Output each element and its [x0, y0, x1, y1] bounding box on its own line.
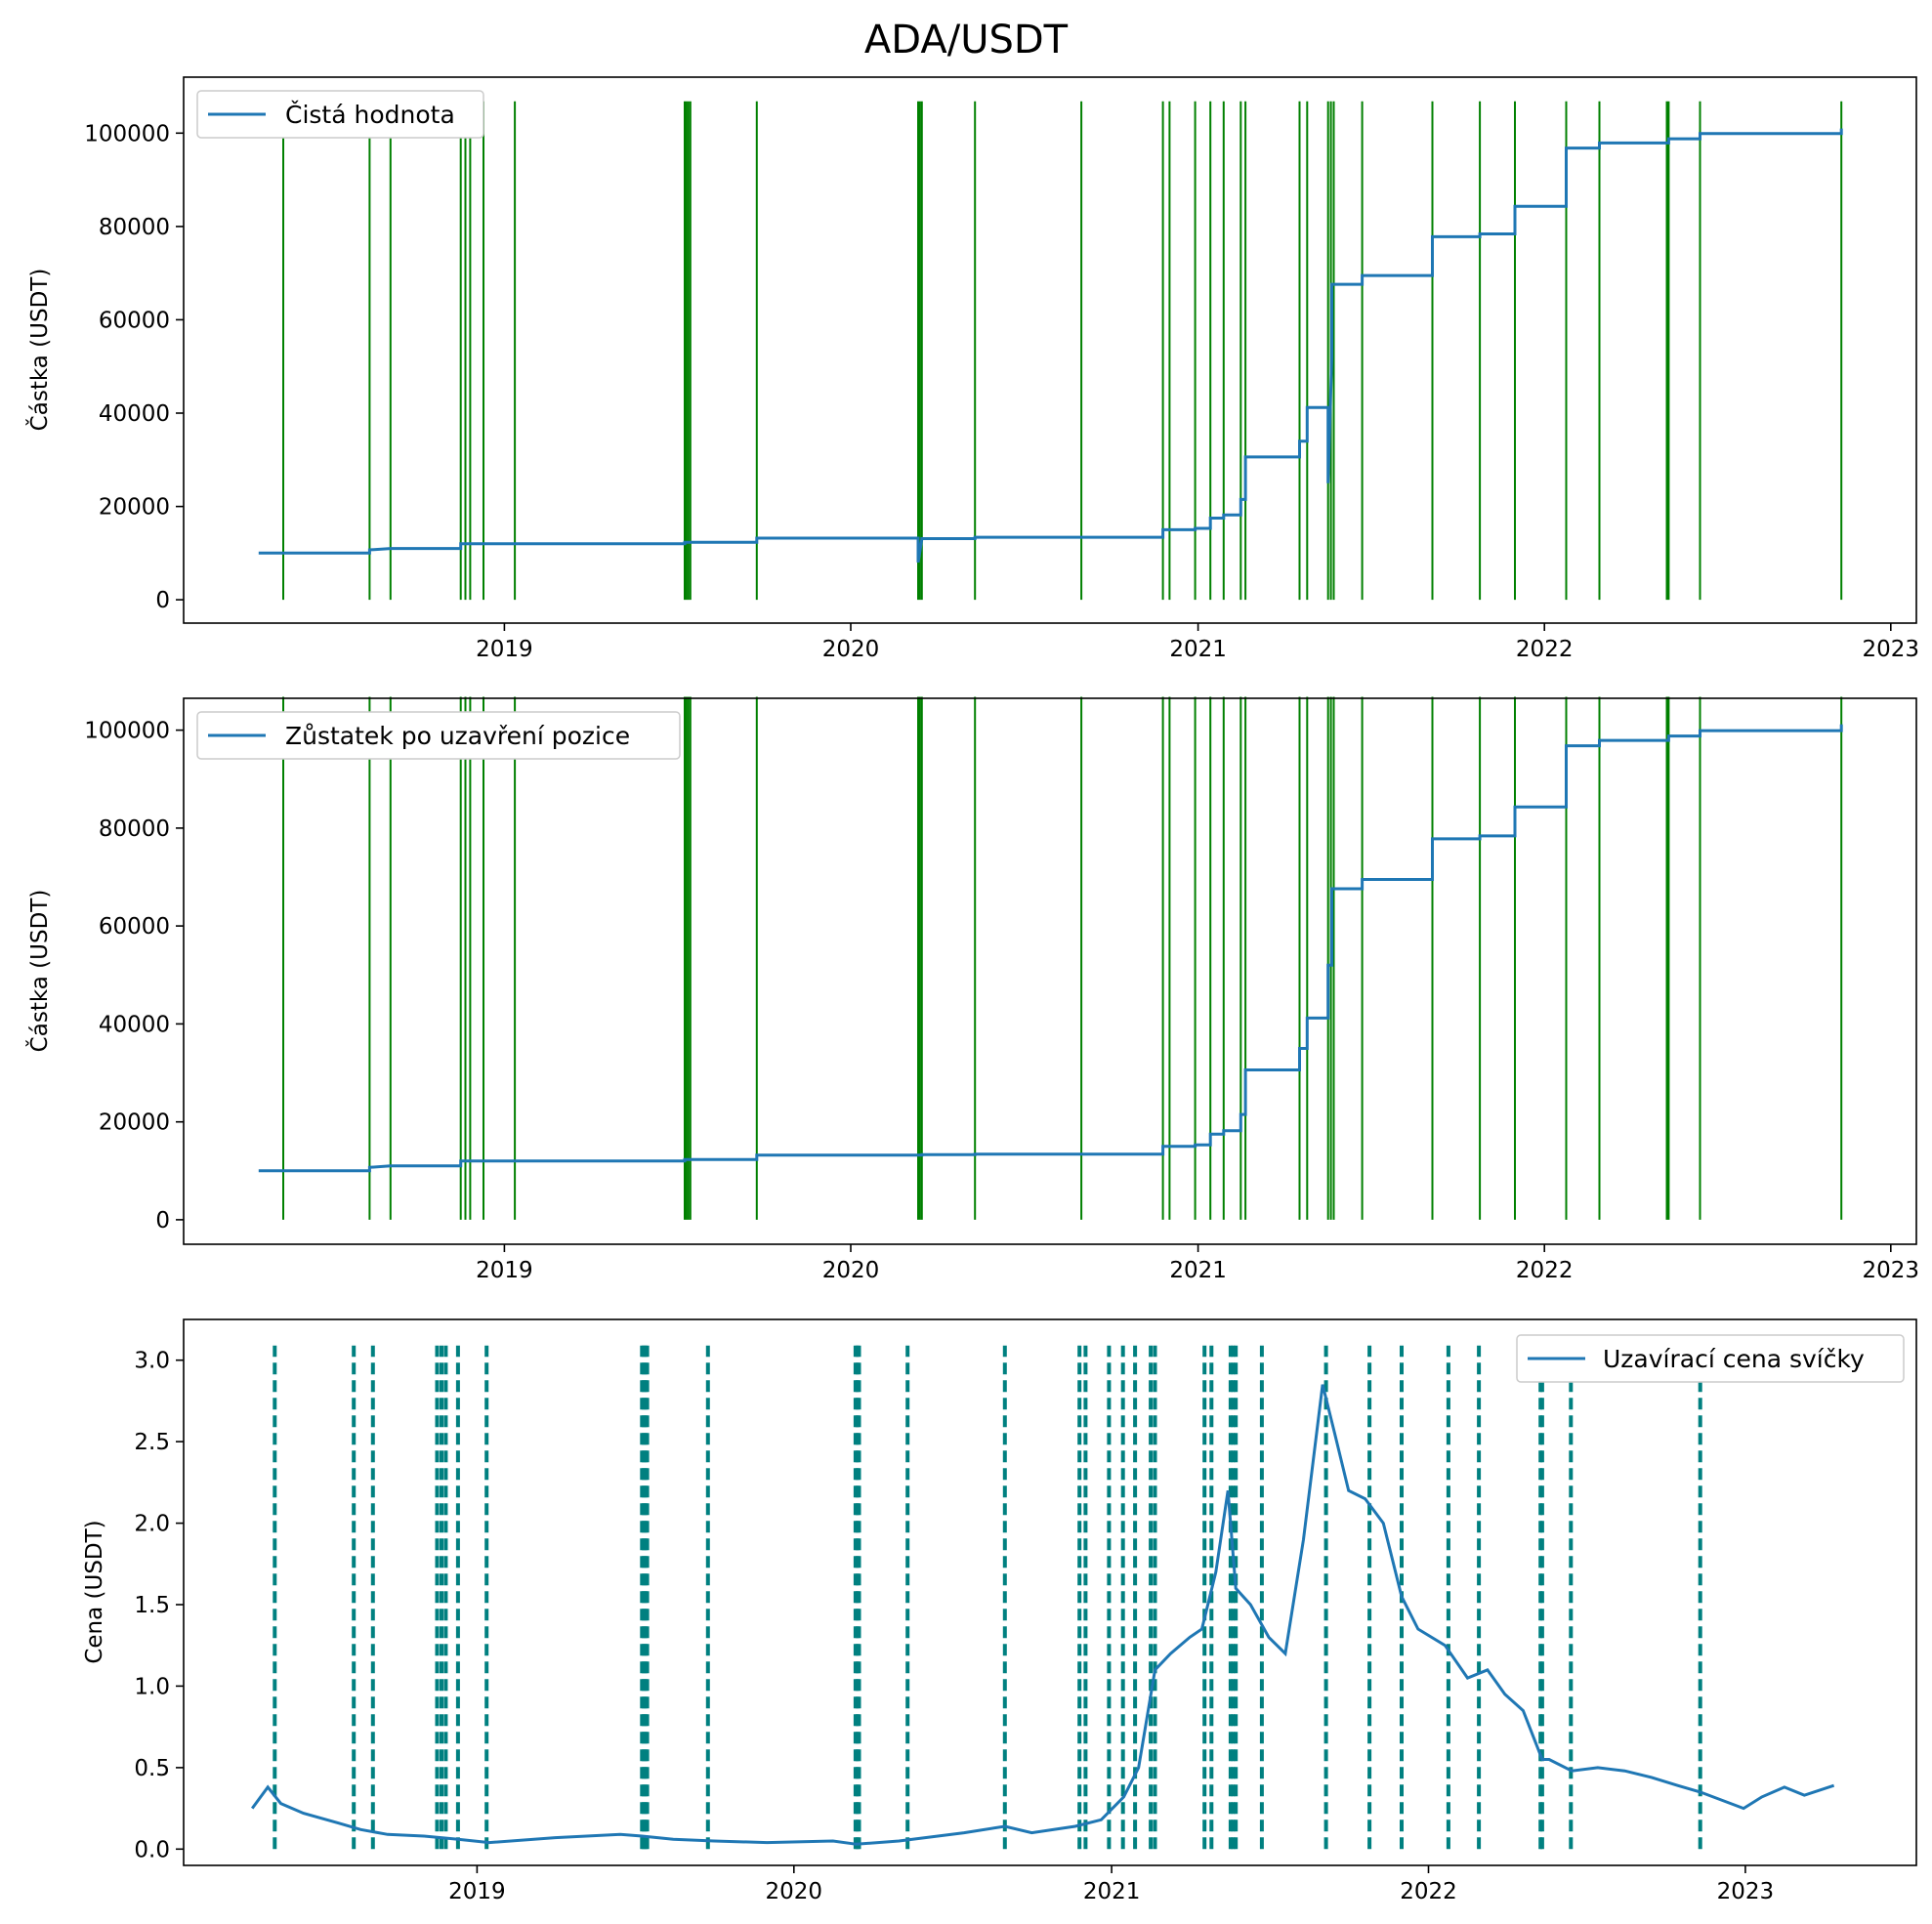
legend-net-value: Čistá hodnota: [196, 90, 484, 139]
y-ticks-close-price: 0.0 0.5 1.0 1.5 2.0 2.5 3.0: [134, 1349, 184, 1862]
x-ticks-close-price: 2019 2020 2021 2022 2023: [448, 1865, 1774, 1904]
y-tick-label: 2.5: [134, 1430, 170, 1455]
y-tick-label: 0.0: [134, 1837, 170, 1862]
y-tick-label: 20000: [99, 1110, 170, 1136]
y-tick-label: 60000: [99, 914, 170, 940]
y-tick-label: 20000: [99, 495, 170, 521]
x-tick-label: 2019: [448, 1879, 506, 1904]
legend-label-close-price: Uzavírací cena svíčky: [1603, 1345, 1865, 1373]
x-tick-label: 2022: [1516, 1258, 1574, 1283]
legend-close-price: Uzavírací cena svíčky: [1516, 1334, 1905, 1383]
y-axis-label-balance: Částka (USDT): [25, 890, 53, 1053]
legend-box-balance: [196, 711, 681, 760]
x-ticks-balance: 2019 2020 2021 2022 2023: [476, 1244, 1919, 1283]
y-tick-label: 80000: [99, 215, 170, 240]
y-tick-label: 100000: [84, 121, 170, 146]
x-tick-label: 2023: [1717, 1879, 1775, 1904]
y-tick-label: 1.0: [134, 1674, 170, 1699]
x-tick-label: 2020: [822, 637, 880, 662]
x-tick-label: 2019: [476, 1258, 533, 1283]
legend-label-balance: Zůstatek po uzavření pozice: [285, 722, 630, 750]
x-tick-label: 2021: [1083, 1879, 1141, 1904]
figure-title: ADA/USDT: [864, 18, 1069, 63]
trade-markers-net-value: [282, 101, 1843, 601]
x-tick-label: 2020: [766, 1879, 823, 1904]
legend-label-net-value: Čistá hodnota: [285, 100, 455, 129]
y-tick-label: 3.0: [134, 1349, 170, 1374]
y-tick-label: 60000: [99, 308, 170, 333]
axes-frame-close-price: [183, 1318, 1917, 1866]
y-axis-label-close-price: Cena (USDT): [82, 1520, 107, 1663]
x-tick-label: 2022: [1400, 1879, 1457, 1904]
y-tick-label: 40000: [99, 1012, 170, 1037]
panel-close-price: 0.00.51.01.52.02.53.0 2019 2020 2021 2022 20…: [82, 1318, 1917, 1904]
x-tick-label: 2023: [1863, 1258, 1920, 1283]
panel-balance: 0 20000 40000 60000 80000 100000 2019 2020 2021…: [25, 696, 1919, 1283]
y-ticks-net-value: 0 20000 40000 60000 80000 100000: [84, 121, 184, 613]
y-tick-label: 100000: [84, 719, 170, 744]
x-tick-label: 2023: [1863, 637, 1920, 662]
series-line-balance: [258, 724, 1843, 1173]
x-tick-label: 2021: [1169, 637, 1227, 662]
y-tick-label: 0: [155, 1208, 170, 1234]
series-line-close-price: [250, 1384, 1835, 1846]
y-tick-label: 40000: [99, 401, 170, 427]
panel-net-value: 0 20000 40000 60000 80000 100000 2019 2020 2021…: [25, 76, 1919, 662]
series-line-net-value: [258, 128, 1843, 564]
x-tick-label: 2019: [476, 637, 533, 662]
y-tick-label: 80000: [99, 816, 170, 842]
y-tick-label: 2.0: [134, 1512, 170, 1537]
y-axis-label-net-value: Částka (USDT): [25, 269, 53, 432]
legend-balance: Zůstatek po uzavření pozice: [196, 711, 681, 760]
x-tick-label: 2020: [822, 1258, 880, 1283]
y-tick-label: 0: [155, 588, 170, 613]
y-tick-label: 1.5: [134, 1593, 170, 1618]
legend-box-net-value: [196, 90, 484, 139]
legend-box-close-price: [1516, 1334, 1905, 1383]
axes-frame-balance: [183, 697, 1917, 1245]
y-tick-label: 0.5: [134, 1756, 170, 1781]
x-ticks-net-value: 2019 2020 2021 2022 2023: [476, 623, 1919, 662]
axes-frame-net-value: [183, 76, 1917, 624]
y-ticks-balance: 0 20000 40000 60000 80000 100000: [84, 719, 184, 1234]
trade-markers-close-price: [273, 1345, 1702, 1850]
x-tick-label: 2022: [1516, 637, 1574, 662]
x-tick-label: 2021: [1169, 1258, 1227, 1283]
